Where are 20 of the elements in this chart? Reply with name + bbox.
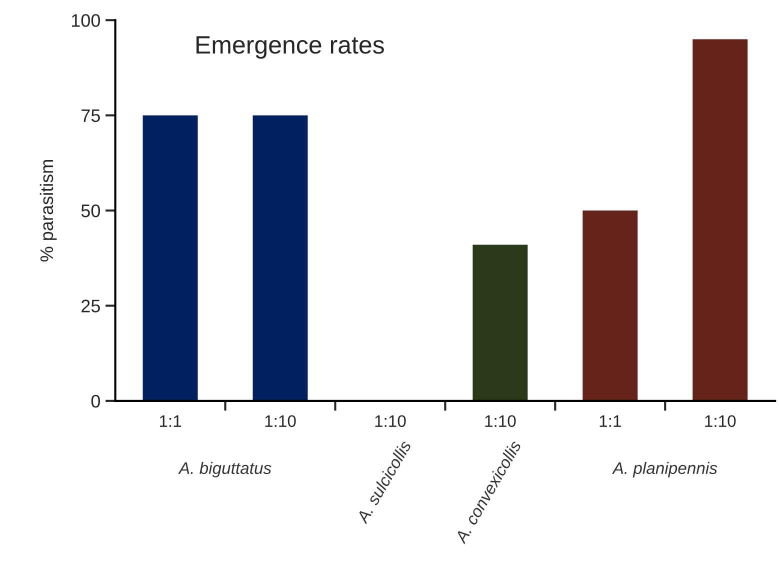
y-axis-title: % parasitism (40, 160, 57, 262)
x-tick-label: 1:10 (485, 415, 516, 428)
y-tick-label: 50 (81, 204, 100, 218)
bar (142, 115, 198, 401)
text: Emergence rates (196, 36, 384, 59)
bar (582, 210, 638, 401)
x-tick-label: 1:10 (705, 415, 736, 428)
bar (472, 244, 528, 401)
y-tick-label: 0 (91, 394, 100, 408)
bar (252, 115, 308, 401)
x-tick-label: 1:1 (160, 415, 182, 427)
x-tick-label: 1:10 (265, 415, 296, 428)
text: A. biguttatus (178, 462, 272, 478)
x-tick-label: 1:10 (375, 415, 406, 428)
y-tick-label: 75 (82, 109, 100, 122)
x-tick-label: 1:1 (600, 415, 621, 427)
y-tick-label: 100 (72, 14, 100, 27)
y-tick-label: 25 (82, 300, 100, 312)
text: A. planipennis (612, 462, 718, 478)
bar (692, 39, 748, 401)
